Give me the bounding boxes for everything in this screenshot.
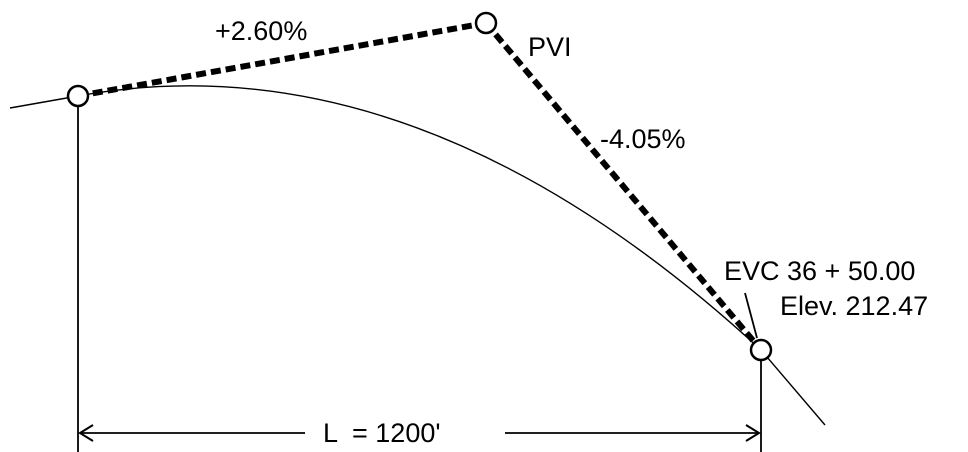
evc-point [751,340,771,360]
grade-out-label: -4.05% [600,124,686,154]
pvi-label: PVI [528,32,572,62]
bvc-point [68,86,88,106]
length-label: L = 1200' [323,418,441,448]
evc-leader-line [745,293,757,338]
evc-station-label: EVC 36 + 50.00 [724,256,915,286]
evc-elevation-label: Elev. 212.47 [780,291,928,321]
pvi-point [476,13,496,33]
vertical-curve [10,86,825,425]
forward-tangent-line [486,23,761,350]
grade-in-label: +2.60% [215,16,307,46]
